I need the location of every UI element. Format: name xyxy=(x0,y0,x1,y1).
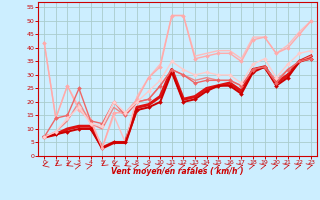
X-axis label: Vent moyen/en rafales ( km/h ): Vent moyen/en rafales ( km/h ) xyxy=(111,167,244,176)
